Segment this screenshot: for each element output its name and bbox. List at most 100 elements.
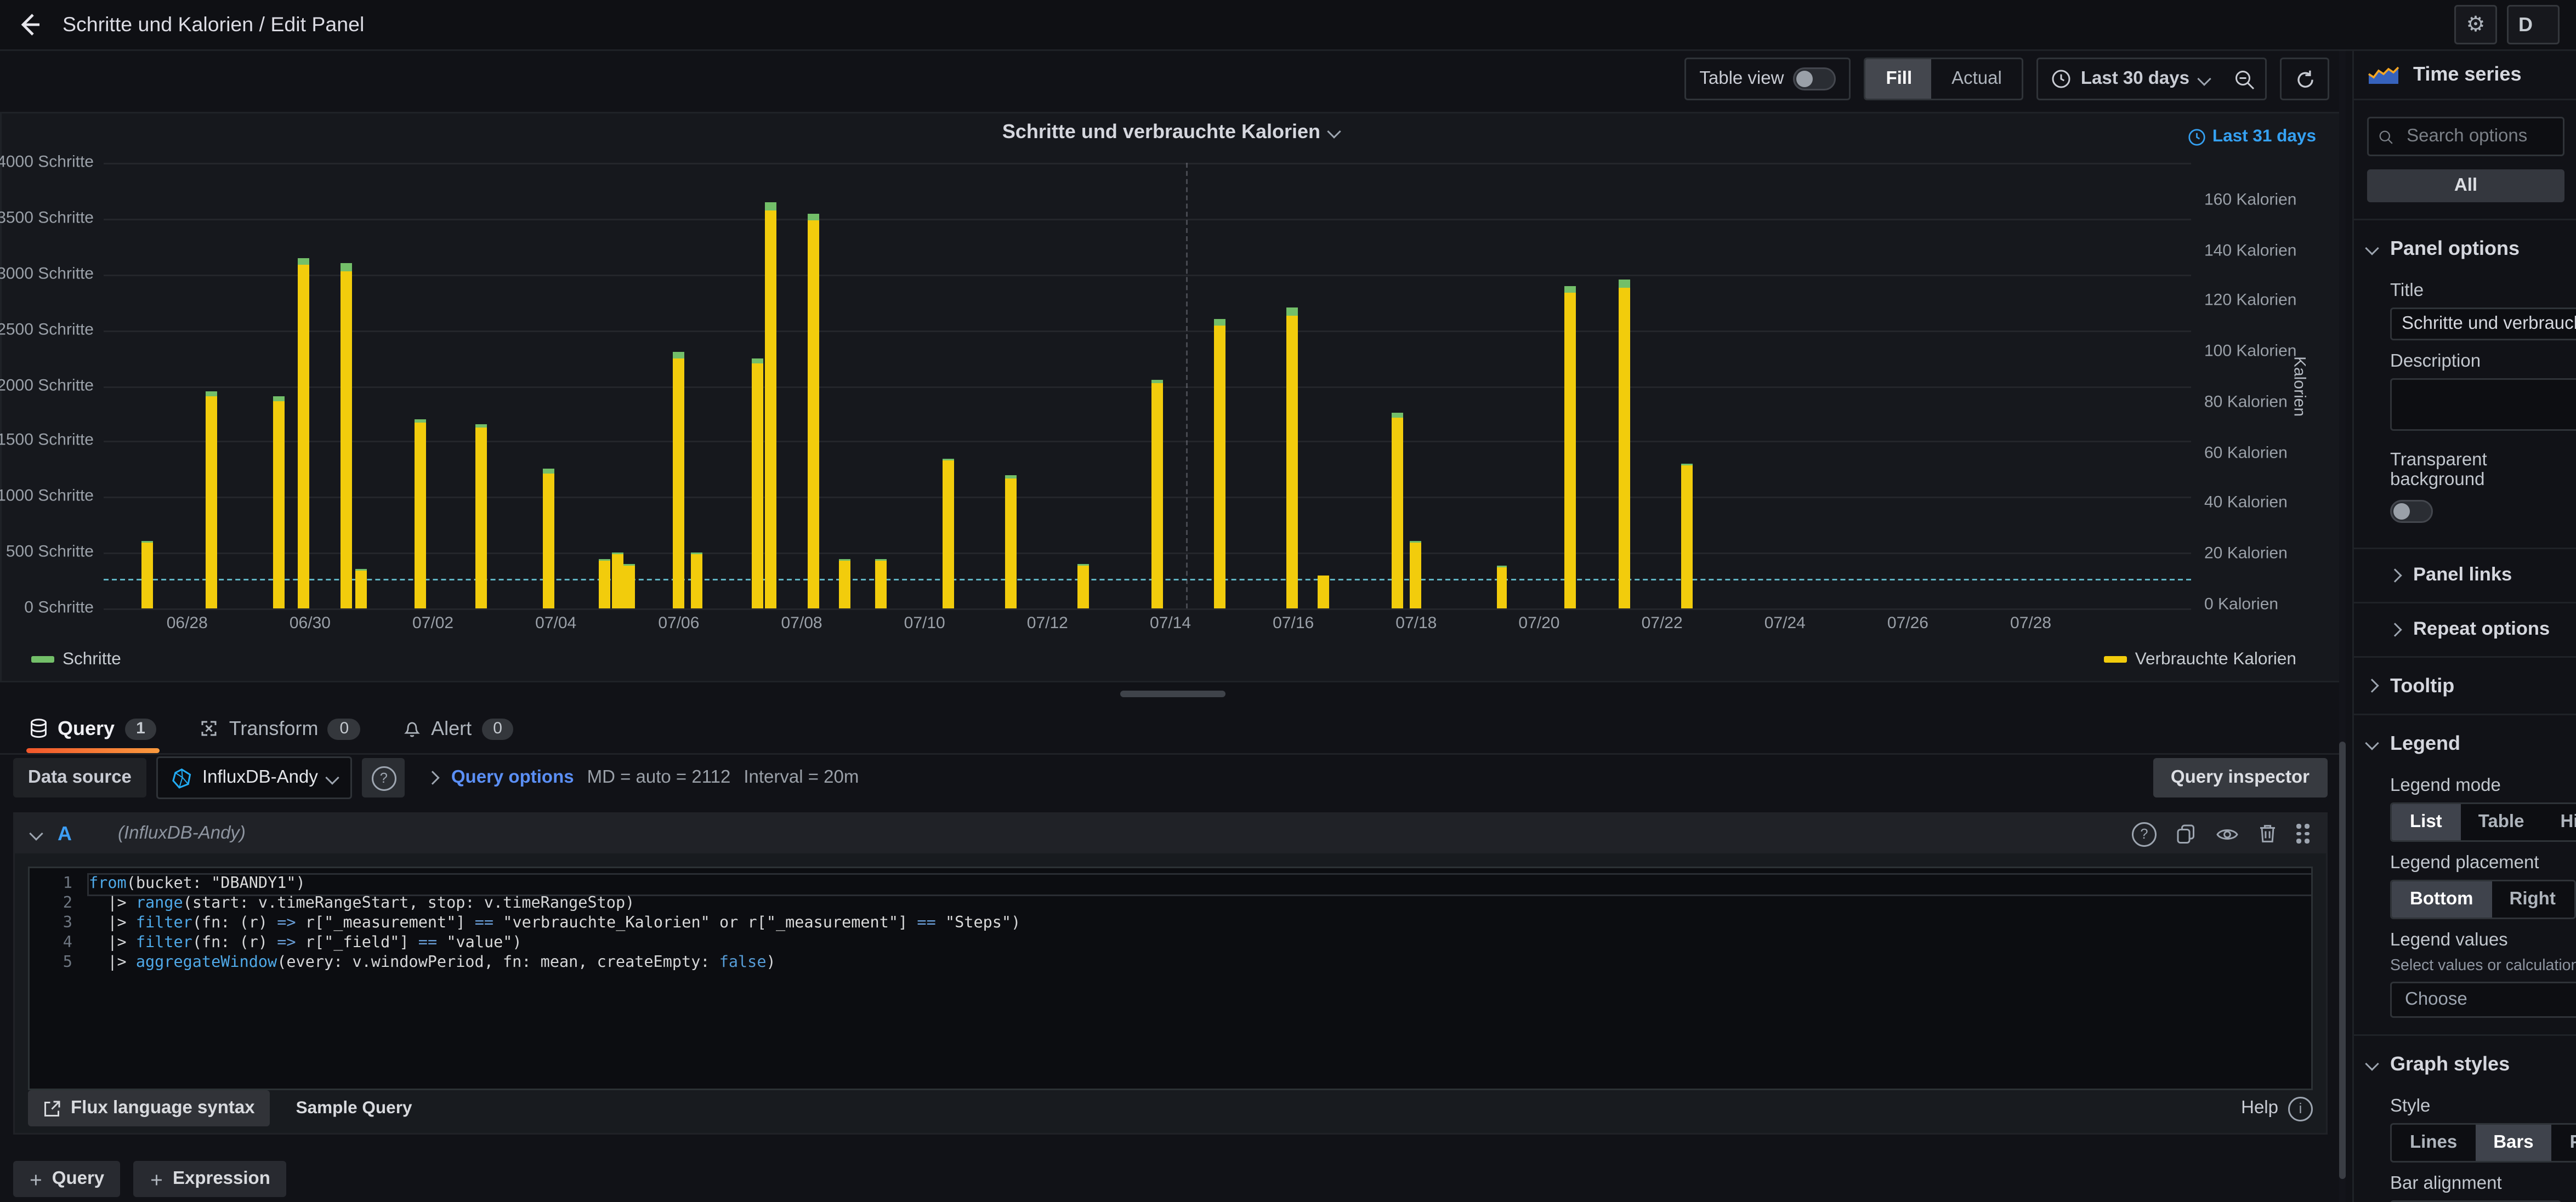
- bar-kalorien: [206, 397, 217, 608]
- legend-values-select[interactable]: Choose: [2390, 982, 2576, 1018]
- legend-mode-table[interactable]: Table: [2460, 804, 2543, 840]
- panel-title-bar[interactable]: Schritte und verbrauchte Kalorien: [2, 113, 2339, 150]
- y-left-tick-label: 1500 Schritte: [0, 432, 94, 451]
- database-icon: [30, 719, 48, 738]
- query-options-label: Query options: [451, 768, 574, 788]
- section-panel-options[interactable]: Panel options: [2354, 220, 2576, 270]
- bar-kalorien: [273, 402, 285, 608]
- style-label: Style: [2354, 1085, 2576, 1123]
- add-query-button[interactable]: +Query: [13, 1161, 121, 1197]
- time-range-picker[interactable]: Last 30 days: [2038, 69, 2222, 89]
- table-view-toggle[interactable]: [1794, 67, 1836, 90]
- bar-kalorien: [141, 542, 152, 608]
- actual-button[interactable]: Actual: [1932, 59, 2022, 99]
- panel-title-input[interactable]: [2390, 307, 2576, 340]
- filter-all-button[interactable]: All: [2367, 169, 2564, 202]
- chevron-right-icon: [426, 771, 440, 784]
- transparent-bg-toggle[interactable]: [2390, 500, 2433, 523]
- style-bars[interactable]: Bars: [2475, 1125, 2551, 1161]
- info-circle-icon[interactable]: i: [2288, 1096, 2313, 1121]
- panel-settings-button[interactable]: ⚙: [2454, 5, 2497, 44]
- x-tick-label: 07/06: [658, 615, 699, 633]
- datasource-help-button[interactable]: ?: [362, 758, 405, 797]
- y-right-tick-label: 80 Kalorien: [2204, 394, 2288, 412]
- x-tick-label: 07/24: [1764, 615, 1806, 633]
- legend-item[interactable]: Verbrauchte Kalorien: [2104, 650, 2296, 669]
- style-lines[interactable]: Lines: [2392, 1125, 2475, 1161]
- section-tooltip[interactable]: Tooltip: [2354, 658, 2576, 707]
- search-input[interactable]: [2403, 125, 2553, 148]
- bell-icon: [403, 719, 421, 738]
- page-title: Schritte und Kalorien / Edit Panel: [63, 13, 364, 36]
- visualization-picker[interactable]: Time series: [2354, 49, 2576, 100]
- main-scrollbar[interactable]: [2339, 49, 2346, 1202]
- app-header: Schritte und Kalorien / Edit Panel ⚙ D: [0, 0, 2576, 51]
- section-legend[interactable]: Legend: [2354, 715, 2576, 765]
- legend-mode-list[interactable]: List: [2392, 804, 2460, 840]
- datasource-select[interactable]: InfluxDB-Andy: [156, 756, 353, 799]
- discard-button[interactable]: D: [2507, 5, 2560, 44]
- time-range-group: Last 30 days: [2036, 58, 2267, 100]
- y-right-tick-label: 0 Kalorien: [2204, 596, 2278, 614]
- legend-placement-bottom[interactable]: Bottom: [2392, 881, 2492, 918]
- chevron-right-icon: [2388, 623, 2402, 636]
- tab-alert[interactable]: Alert 0: [387, 704, 530, 753]
- sample-query-button[interactable]: Sample Query: [286, 1097, 422, 1120]
- query-header[interactable]: A (InfluxDB-Andy) ?: [15, 814, 2326, 853]
- pane-resize-handle[interactable]: [1120, 691, 1225, 697]
- query-help-icon[interactable]: ?: [2132, 822, 2157, 846]
- legend-mode-hidden[interactable]: Hidden: [2542, 804, 2576, 840]
- time-badge[interactable]: Last 31 days: [2188, 127, 2316, 146]
- flux-code-editor[interactable]: 1from(bucket: "DBANDY1")2 |> range(start…: [28, 867, 2313, 1090]
- bar-kalorien: [1496, 568, 1508, 608]
- zoom-out-button[interactable]: [2222, 59, 2265, 99]
- tab-query[interactable]: Query 1: [13, 704, 173, 753]
- fill-button[interactable]: Fill: [1866, 59, 1932, 99]
- legend-values-hint: Select values or calculations to sh: [2354, 957, 2576, 982]
- code-line: 2 |> range(start: v.timeRangeStart, stop…: [30, 895, 2311, 914]
- legend-item[interactable]: Schritte: [31, 650, 121, 669]
- section-graph-styles[interactable]: Graph styles: [2354, 1036, 2576, 1085]
- timeseries-viz-icon: [2367, 62, 2400, 87]
- panel-description-input[interactable]: [2390, 378, 2576, 431]
- code-line: 1from(bucket: "DBANDY1"): [30, 875, 2311, 895]
- add-expression-button[interactable]: +Expression: [134, 1161, 287, 1197]
- main-pane: Table view Fill Actual Last 30 days: [0, 49, 2346, 1202]
- legend-placement-right[interactable]: Right: [2492, 881, 2574, 918]
- line-number: 4: [30, 934, 89, 954]
- y-left-tick-label: 500 Schritte: [6, 544, 94, 562]
- query-datasource-hint: (InfluxDB-Andy): [118, 824, 246, 844]
- delete-query-trash-icon[interactable]: [2259, 824, 2277, 844]
- style-points[interactable]: Points: [2552, 1125, 2576, 1161]
- query-options[interactable]: Query options MD = auto = 2112 Interval …: [415, 768, 872, 788]
- query-inspector-button[interactable]: Query inspector: [2153, 758, 2328, 797]
- section-repeat-options[interactable]: Repeat options: [2354, 603, 2576, 650]
- panel-menu-chevron-icon: [1326, 124, 1340, 138]
- influxdb-logo-icon: [171, 767, 192, 789]
- y-axis-right-title: Kalorien: [2290, 355, 2308, 415]
- tab-transform[interactable]: Transform 0: [183, 704, 377, 753]
- bar-kalorien: [1410, 542, 1422, 608]
- bar-kalorien: [691, 555, 702, 608]
- duplicate-query-icon[interactable]: [2176, 824, 2196, 844]
- bar-kalorien: [1287, 315, 1298, 608]
- back-arrow-icon[interactable]: [16, 8, 49, 41]
- drag-handle-icon[interactable]: [2296, 824, 2310, 844]
- options-search[interactable]: [2367, 117, 2564, 156]
- help-label[interactable]: Help: [2241, 1098, 2278, 1118]
- scrollbar-thumb[interactable]: [2339, 741, 2346, 1179]
- y-left-tick-label: 2500 Schritte: [0, 321, 94, 339]
- query-footer: Flux language syntax Sample Query Help i: [15, 1084, 2326, 1133]
- bar-kalorien: [673, 358, 684, 608]
- section-panel-links[interactable]: Panel links: [2354, 549, 2576, 595]
- hide-response-eye-icon[interactable]: [2216, 825, 2239, 843]
- flux-syntax-button[interactable]: Flux language syntax: [28, 1090, 270, 1126]
- y-axis-left: 4000 Schritte3500 Schritte3000 Schritte2…: [2, 163, 104, 608]
- collapse-query-chevron-icon: [29, 827, 43, 840]
- line-number: 1: [30, 875, 89, 895]
- bar-kalorien: [543, 473, 555, 608]
- legend-values-label: Legend values: [2354, 919, 2576, 957]
- refresh-button[interactable]: [2280, 58, 2329, 100]
- plot-area[interactable]: [104, 163, 2191, 608]
- editor-tabs: Query 1 Transform 0 Alert 0: [0, 704, 2341, 755]
